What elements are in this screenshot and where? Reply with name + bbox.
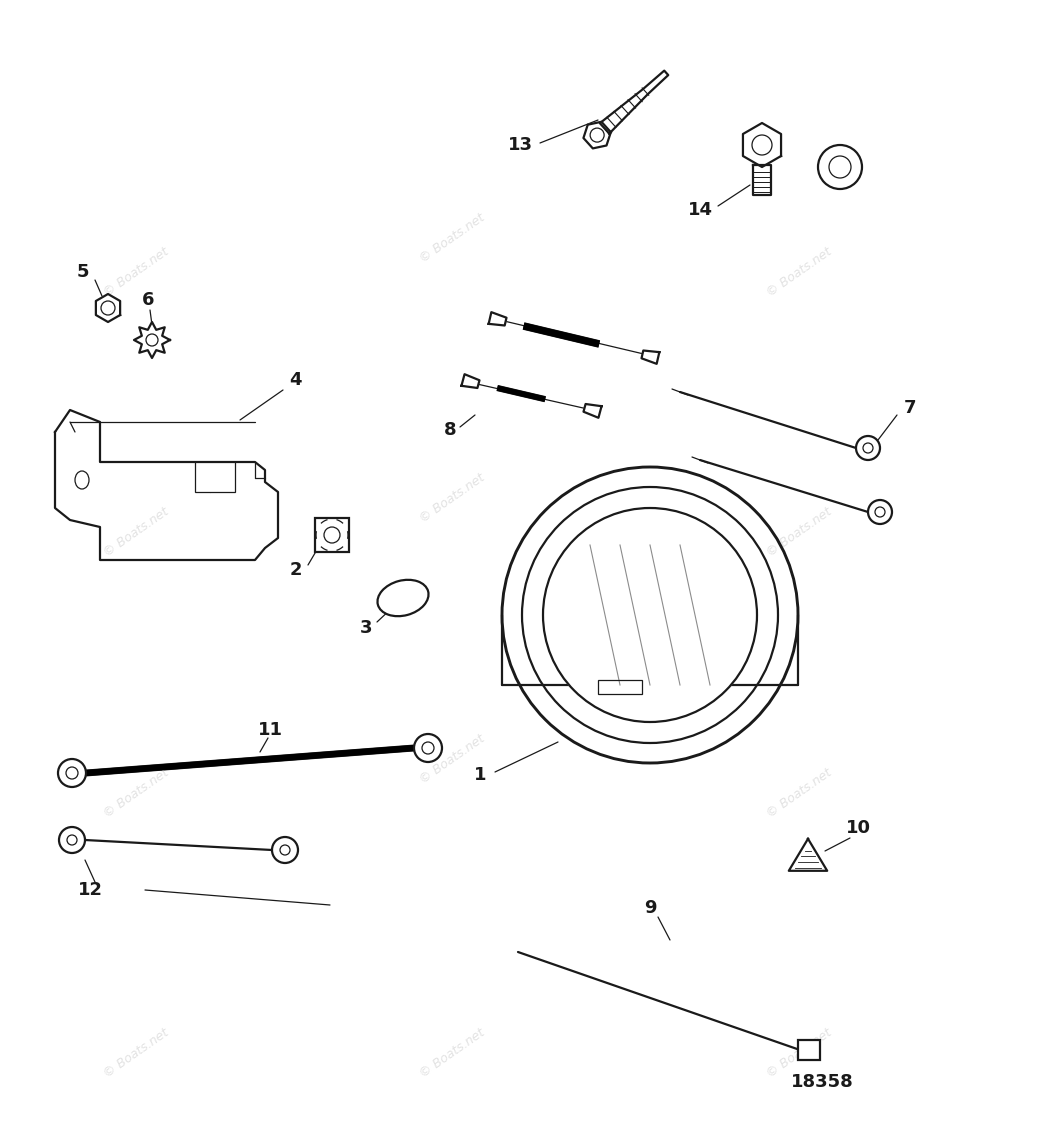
Circle shape <box>502 467 798 763</box>
Text: 7: 7 <box>904 399 916 417</box>
FancyBboxPatch shape <box>598 680 642 695</box>
Text: 1: 1 <box>474 766 487 784</box>
Ellipse shape <box>377 580 429 616</box>
Text: © Boats.net: © Boats.net <box>417 732 487 786</box>
Text: 3: 3 <box>359 619 372 637</box>
FancyBboxPatch shape <box>798 1040 820 1060</box>
Text: © Boats.net: © Boats.net <box>102 505 171 560</box>
Ellipse shape <box>553 605 607 645</box>
Text: 13: 13 <box>508 136 533 154</box>
Text: 18358: 18358 <box>790 1073 853 1091</box>
Polygon shape <box>96 293 120 322</box>
Text: © Boats.net: © Boats.net <box>102 1026 171 1081</box>
Text: © Boats.net: © Boats.net <box>764 1026 833 1081</box>
Polygon shape <box>743 123 781 167</box>
Text: © Boats.net: © Boats.net <box>417 471 487 526</box>
Text: 4: 4 <box>289 370 302 389</box>
Polygon shape <box>753 165 771 195</box>
Text: © Boats.net: © Boats.net <box>764 245 833 299</box>
Polygon shape <box>789 838 827 871</box>
Text: 2: 2 <box>290 561 303 579</box>
Text: 6: 6 <box>142 291 154 309</box>
Text: © Boats.net: © Boats.net <box>764 505 833 560</box>
Text: 11: 11 <box>257 721 283 739</box>
Text: 10: 10 <box>845 819 870 837</box>
Polygon shape <box>489 313 507 325</box>
Polygon shape <box>133 322 170 358</box>
Circle shape <box>543 508 757 722</box>
Text: © Boats.net: © Boats.net <box>764 766 833 820</box>
Polygon shape <box>583 404 601 418</box>
Polygon shape <box>600 70 668 134</box>
Polygon shape <box>461 374 479 387</box>
Text: © Boats.net: © Boats.net <box>102 766 171 820</box>
Text: 8: 8 <box>444 421 456 438</box>
Text: 5: 5 <box>77 263 89 281</box>
Polygon shape <box>583 121 611 148</box>
Text: 9: 9 <box>644 898 656 917</box>
FancyBboxPatch shape <box>195 462 235 492</box>
Polygon shape <box>55 410 279 560</box>
FancyBboxPatch shape <box>315 518 349 552</box>
Text: © Boats.net: © Boats.net <box>102 245 171 299</box>
Text: 14: 14 <box>687 201 713 219</box>
Polygon shape <box>641 350 659 364</box>
Text: © Boats.net: © Boats.net <box>417 211 487 265</box>
Text: © Boats.net: © Boats.net <box>417 1026 487 1081</box>
Text: 12: 12 <box>78 881 103 898</box>
